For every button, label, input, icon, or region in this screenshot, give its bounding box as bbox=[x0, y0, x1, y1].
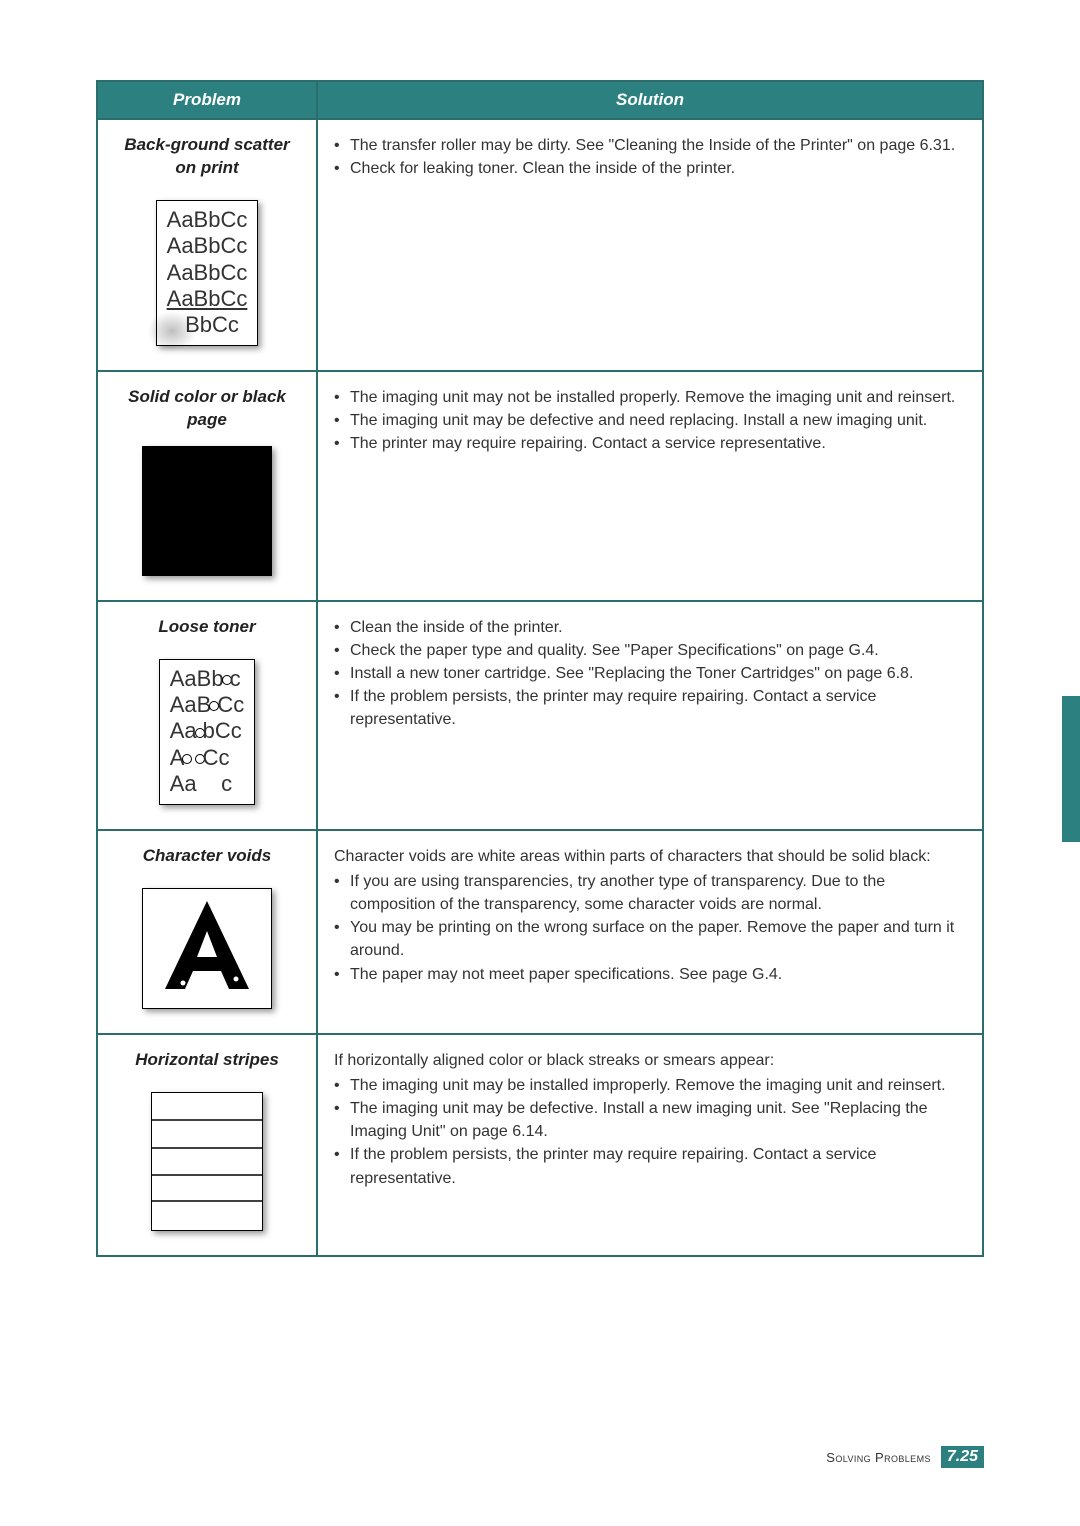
problem-title: Solid color or black page bbox=[114, 386, 300, 432]
sample-text-line: Aa c bbox=[170, 771, 244, 797]
solution-item: Clean the inside of the printer. bbox=[334, 616, 966, 639]
solution-cell: The transfer roller may be dirty. See "C… bbox=[317, 119, 983, 371]
footer-section-label: Solving Problems bbox=[826, 1450, 931, 1465]
solution-item: You may be printing on the wrong surface… bbox=[334, 916, 966, 962]
solution-item: The imaging unit may be defective and ne… bbox=[334, 409, 966, 432]
footer-label-pre: Solving bbox=[826, 1450, 871, 1465]
solution-cell: Character voids are white areas within p… bbox=[317, 830, 983, 1034]
footer-page-badge: 7.25 bbox=[941, 1446, 984, 1468]
solution-item: The transfer roller may be dirty. See "C… bbox=[334, 134, 966, 157]
problem-title: Horizontal stripes bbox=[114, 1049, 300, 1072]
void-spot-icon bbox=[195, 728, 205, 738]
problem-title: Character voids bbox=[114, 845, 300, 868]
sample-streaks-box bbox=[151, 1092, 263, 1231]
sample-text-line: AaBbCc bbox=[167, 233, 248, 259]
problem-cell-horizontal-stripes: Horizontal stripes bbox=[97, 1034, 317, 1256]
sample-character-voids-box bbox=[142, 888, 272, 1009]
chapter-tab bbox=[1062, 696, 1080, 842]
problem-title: Loose toner bbox=[114, 616, 300, 639]
table-row: Loose toner AaBbc AaBCc AabCc A Cc Aa c … bbox=[97, 601, 983, 830]
problem-cell-character-voids: Character voids bbox=[97, 830, 317, 1034]
solution-item: The paper may not meet paper specificati… bbox=[334, 963, 966, 986]
page-footer: Solving Problems 7.25 bbox=[826, 1446, 984, 1468]
header-problem: Problem bbox=[97, 81, 317, 119]
sample-loose-toner-box: AaBbc AaBCc AabCc A Cc Aa c bbox=[159, 659, 255, 805]
letter-a-voids-icon bbox=[157, 895, 257, 995]
sample-text-line: AaBbCc bbox=[167, 207, 248, 233]
solution-item: If the problem persists, the printer may… bbox=[334, 1143, 966, 1189]
troubleshooting-table: Problem Solution Back-ground scatter on … bbox=[96, 80, 984, 1257]
solution-lead-text: If horizontally aligned color or black s… bbox=[334, 1049, 966, 1072]
solution-cell: If horizontally aligned color or black s… bbox=[317, 1034, 983, 1256]
solution-item: The imaging unit may not be installed pr… bbox=[334, 386, 966, 409]
sample-text-line: AaBCc bbox=[170, 692, 244, 718]
solution-item: The imaging unit may be defective. Insta… bbox=[334, 1097, 966, 1143]
table-row: Back-ground scatter on print AaBbCc AaBb… bbox=[97, 119, 983, 371]
smear-effect-icon bbox=[147, 311, 197, 351]
solution-item: The printer may require repairing. Conta… bbox=[334, 432, 966, 455]
problem-cell-loose-toner: Loose toner AaBbc AaBCc AabCc A Cc Aa c bbox=[97, 601, 317, 830]
solution-item: If the problem persists, the printer may… bbox=[334, 685, 966, 731]
void-spot-icon bbox=[182, 754, 192, 764]
solution-item: Install a new toner cartridge. See "Repl… bbox=[334, 662, 966, 685]
void-spot-icon bbox=[209, 701, 219, 711]
solution-item: Check for leaking toner. Clean the insid… bbox=[334, 157, 966, 180]
solution-cell: The imaging unit may not be installed pr… bbox=[317, 371, 983, 601]
void-spot-icon bbox=[195, 754, 205, 764]
sample-text-line: AabCc bbox=[170, 718, 244, 744]
sample-solid-black-box bbox=[142, 446, 272, 576]
table-row: Solid color or black page The imaging un… bbox=[97, 371, 983, 601]
problem-cell-background-scatter: Back-ground scatter on print AaBbCc AaBb… bbox=[97, 119, 317, 371]
solution-cell: Clean the inside of the printer. Check t… bbox=[317, 601, 983, 830]
sample-text-line: AaBbc bbox=[170, 666, 244, 692]
sample-text-line: A Cc bbox=[170, 745, 244, 771]
solution-lead-text: Character voids are white areas within p… bbox=[334, 845, 966, 868]
solution-item: Check the paper type and quality. See "P… bbox=[334, 639, 966, 662]
horizontal-streaks-icon bbox=[152, 1093, 262, 1223]
void-spot-icon bbox=[222, 675, 232, 685]
footer-label-post: Problems bbox=[875, 1450, 931, 1465]
solution-item: If you are using transparencies, try ano… bbox=[334, 870, 966, 916]
solution-item: The imaging unit may be installed improp… bbox=[334, 1074, 966, 1097]
problem-title: Back-ground scatter on print bbox=[114, 134, 300, 180]
sample-text-line: AaBbCc bbox=[167, 260, 248, 286]
sample-backscatter-box: AaBbCc AaBbCc AaBbCc AaBbCc BbCc bbox=[156, 200, 259, 346]
header-solution: Solution bbox=[317, 81, 983, 119]
problem-cell-solid-black: Solid color or black page bbox=[97, 371, 317, 601]
sample-text-line: AaBbCc bbox=[167, 286, 248, 312]
table-row: Character voids Character voids are whit… bbox=[97, 830, 983, 1034]
table-row: Horizontal stripes If horizontally align… bbox=[97, 1034, 983, 1256]
